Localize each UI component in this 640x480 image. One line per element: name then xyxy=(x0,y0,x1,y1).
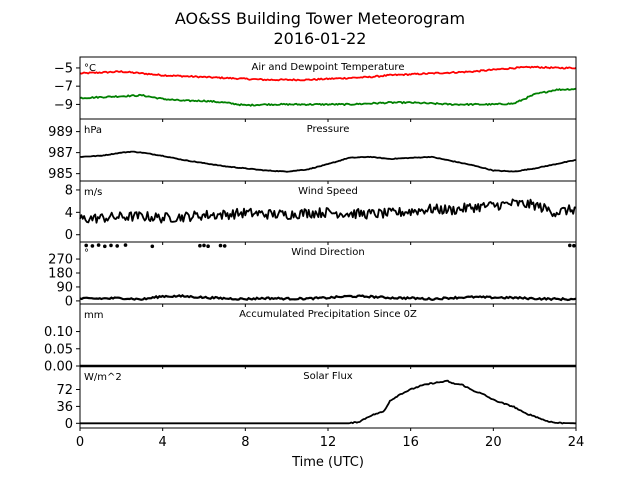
figure-title: AO&SS Building Tower Meteorogram xyxy=(175,9,465,28)
panel-unit-label: m/s xyxy=(84,187,102,198)
y-tick-label: 90 xyxy=(56,280,73,295)
y-tick-label: 180 xyxy=(48,267,73,282)
y-tick-label: 987 xyxy=(48,146,73,161)
x-tick-label: 12 xyxy=(320,435,337,450)
y-tick-label: 0 xyxy=(65,228,73,243)
panel-unit-label: hPa xyxy=(84,125,102,136)
figure-subtitle-date: 2016-01-22 xyxy=(274,29,367,48)
x-tick-label: 4 xyxy=(159,435,167,450)
panel-precip: 0.00 0.05 0.10 mm Accumulated Precipitation … xyxy=(44,303,577,375)
wind-direction-point xyxy=(109,243,113,248)
panel-title: Air and Dewpoint Temperature xyxy=(252,62,405,73)
panel-unit-label: ° xyxy=(84,248,89,259)
panel-wind_speed: 0 4 8 m/s Wind Speed xyxy=(65,180,577,245)
y-tick-label: 36 xyxy=(56,400,73,415)
panel-pressure: 985 987 989 hPa Pressure xyxy=(48,118,577,184)
y-tick-label: 0.10 xyxy=(44,325,73,340)
y-tick-label: −7 xyxy=(54,80,73,95)
wind-direction-point xyxy=(123,243,128,247)
y-tick-label: −9 xyxy=(54,98,73,113)
panel-title: Solar Flux xyxy=(303,371,353,382)
y-tick-label: 989 xyxy=(48,125,73,140)
series-line-temperature-0 xyxy=(79,65,577,82)
y-tick-label: 985 xyxy=(48,167,73,182)
series-line-pressure-0 xyxy=(79,150,577,173)
x-tick-label: 0 xyxy=(76,435,84,450)
y-tick-label: 0.05 xyxy=(44,342,73,357)
wind-direction-point xyxy=(206,244,210,248)
wind-direction-point xyxy=(198,243,202,248)
panel-title: Wind Speed xyxy=(298,186,358,197)
panel-title: Pressure xyxy=(307,124,350,135)
panel-unit-label: mm xyxy=(84,310,103,321)
panel-title: Wind Direction xyxy=(291,247,365,258)
series-line-solar-0 xyxy=(80,379,576,425)
x-tick-label: 16 xyxy=(402,435,419,450)
wind-direction-point xyxy=(150,244,155,249)
panel-temperature: −9 −7 −5 °C Air and Dewpoint Temperature xyxy=(54,56,577,122)
y-tick-label: 270 xyxy=(48,253,73,268)
panel-title: Accumulated Precipitation Since 0Z xyxy=(239,309,417,320)
y-tick-label: 0 xyxy=(65,417,73,432)
y-tick-label: 0.00 xyxy=(44,360,73,375)
panels-group: −9−7−5 °C Air and Dewpoint Temperature9859… xyxy=(44,56,585,450)
wind-direction-point xyxy=(96,243,101,247)
wind-direction-point xyxy=(84,243,88,248)
panel-unit-label: °C xyxy=(84,63,96,74)
wind-direction-point xyxy=(103,244,107,249)
x-tick-label: 8 xyxy=(241,435,249,450)
x-axis-label: Time (UTC) xyxy=(291,455,364,470)
wind-direction-point xyxy=(218,243,223,248)
y-tick-label: 4 xyxy=(65,206,73,221)
wind-direction-point xyxy=(222,244,227,248)
panel-unit-label: W/m^2 xyxy=(84,372,122,383)
series-line-temperature-1 xyxy=(79,87,577,107)
wind-direction-point xyxy=(202,243,206,248)
wind-direction-low-trace xyxy=(79,294,577,302)
y-tick-label: 0 xyxy=(65,294,73,309)
x-tick-label: 20 xyxy=(485,435,502,450)
wind-direction-point xyxy=(115,244,119,248)
y-tick-label: 8 xyxy=(65,183,73,198)
wind-direction-point xyxy=(90,244,95,248)
y-tick-label: −5 xyxy=(54,61,73,76)
wind-direction-point xyxy=(572,243,576,248)
wind-direction-point xyxy=(568,243,572,248)
x-tick-label: 24 xyxy=(568,435,585,450)
y-tick-label: 72 xyxy=(56,383,73,398)
panel-solar: 0 36 72 0 4 8 12 16 20 24 W/m^2 Solar Flux xyxy=(56,365,585,450)
series-line-wind_speed-0 xyxy=(79,198,577,224)
